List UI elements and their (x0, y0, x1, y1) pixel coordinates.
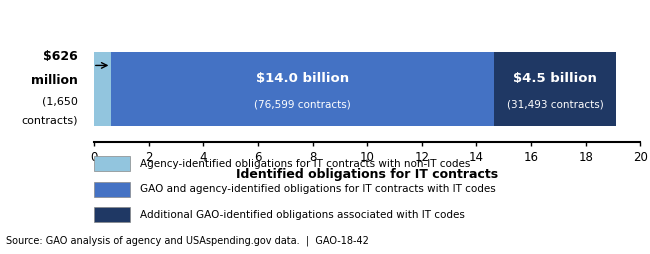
Text: GAO and agency-identified obligations for IT contracts with IT codes: GAO and agency-identified obligations fo… (140, 184, 495, 194)
Bar (493, 52, 616, 126)
Text: Agency-identified obligations for IT contracts with non-IT codes: Agency-identified obligations for IT con… (140, 159, 470, 169)
Text: $14.0 billion: $14.0 billion (256, 72, 349, 85)
Text: Additional GAO-identified obligations associated with IT codes: Additional GAO-identified obligations as… (140, 210, 465, 220)
Text: Source: GAO analysis of agency and USAspending.gov data.  |  GAO-18-42: Source: GAO analysis of agency and USAsp… (6, 236, 369, 246)
Text: (76,599 contracts): (76,599 contracts) (254, 100, 351, 110)
Bar (111, 52, 493, 126)
Text: (31,493 contracts): (31,493 contracts) (506, 100, 603, 110)
Text: contracts): contracts) (21, 116, 78, 126)
Text: million: million (31, 74, 78, 87)
X-axis label: Identified obligations for IT contracts: Identified obligations for IT contracts (236, 168, 499, 181)
Bar (94, 52, 111, 126)
Text: $626: $626 (43, 50, 78, 64)
Text: $4.5 billion: $4.5 billion (513, 72, 597, 85)
Text: (1,650: (1,650 (42, 97, 78, 107)
